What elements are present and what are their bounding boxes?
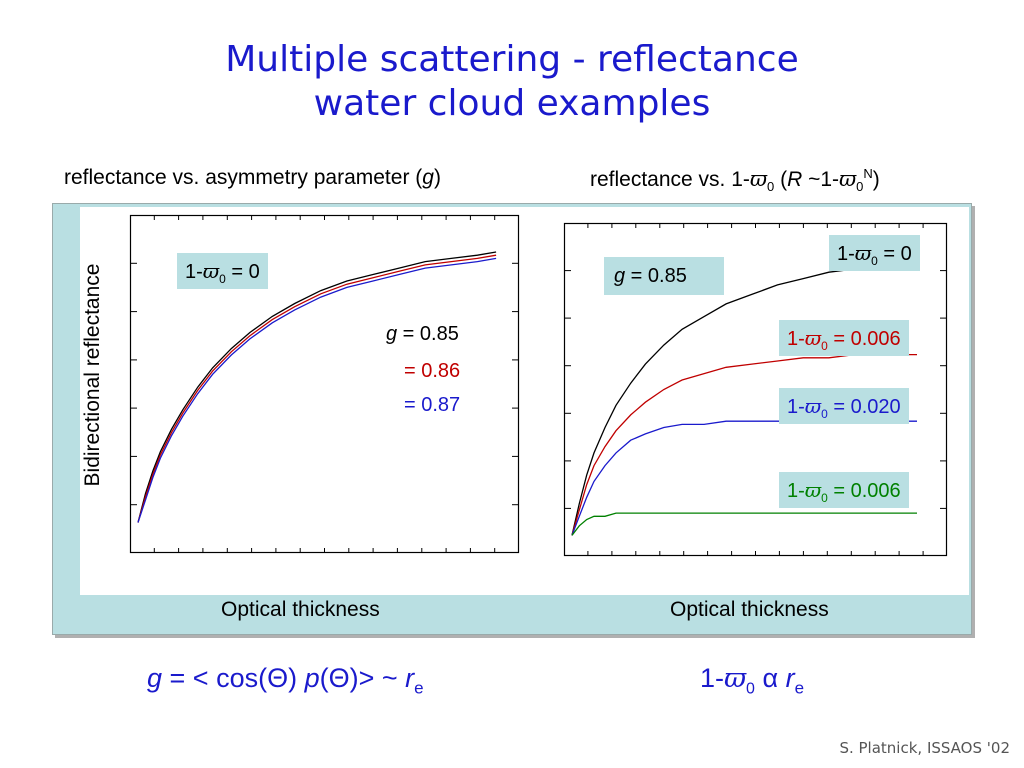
right-box-omega-0: 1-ϖ0 = 0 [829, 235, 920, 271]
slide-credit: S. Platnick, ISSAOS '02 [839, 739, 1010, 757]
legend-g-087: = 0.87 [404, 394, 461, 416]
right-box-omega-0006-red: 1-ϖ0 = 0.006 [779, 320, 909, 356]
omega-symbol: ϖ [804, 326, 822, 350]
omega-symbol: ϖ [839, 167, 857, 191]
left-omega-box: 1-ϖ0 = 0 [177, 253, 268, 289]
legend-g-085: g = 0.85 [386, 323, 459, 345]
right-x-axis-label: Optical thickness [670, 598, 829, 621]
omega-symbol: ϖ [854, 241, 872, 265]
left-chart [129, 214, 520, 554]
left-chart-series-line-2 [137, 254, 497, 523]
right-box-omega-0006-green: 1-ϖ0 = 0.006 [779, 472, 909, 508]
left-chart-series-line-1 [137, 251, 497, 523]
formula-asymmetry: g = < cos(Θ) p(Θ)> ~ re [147, 663, 424, 698]
right-g-box: g = 0.85 [604, 257, 724, 295]
omega-symbol: ϖ [804, 394, 822, 418]
formula-absorption: 1-ϖ0 α re [700, 663, 805, 698]
slide-title-line-2: water cloud examples [313, 83, 711, 124]
right-chart-title: reflectance vs. 1-ϖ0 (R ~1-ϖ0N) [590, 166, 880, 195]
left-chart-title: reflectance vs. asymmetry parameter (g) [64, 166, 441, 189]
omega-symbol: ϖ [724, 663, 747, 694]
omega-symbol: ϖ [202, 259, 220, 283]
right-box-omega-0020: 1-ϖ0 = 0.020 [779, 388, 909, 424]
slide-title-line-1: Multiple scattering - reflectance [225, 39, 799, 80]
slide-title: Multiple scattering - reflectance water … [0, 38, 1024, 126]
legend-g-086: = 0.86 [404, 360, 461, 382]
left-chart-series-line-3 [137, 257, 497, 523]
omega-symbol: ϖ [749, 167, 768, 191]
omega-symbol: ϖ [804, 478, 822, 502]
right-chart-series-line-4 [571, 512, 917, 536]
left-x-axis-label: Optical thickness [221, 598, 380, 621]
left-y-axis-label: Bidirectional reflectance [81, 263, 104, 487]
